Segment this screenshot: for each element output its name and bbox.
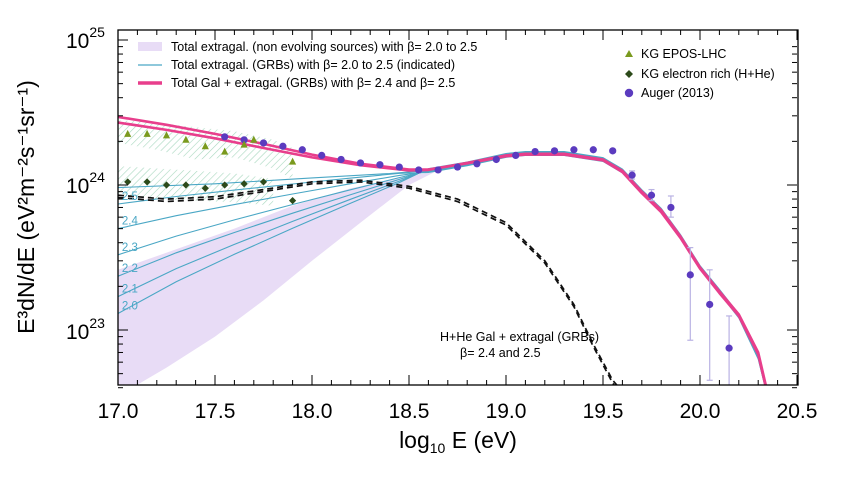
x-tick-label: 20.5: [777, 400, 818, 423]
auger-data-point: [415, 166, 423, 174]
x-tick-label: 20.0: [680, 400, 721, 423]
auger-data-point: [298, 146, 306, 154]
auger-data-point: [512, 151, 520, 160]
kg-electron-point: [201, 184, 209, 192]
kg-electron-point: [221, 181, 229, 189]
legend-label: Auger (2013): [641, 86, 714, 100]
kg-electron-point: [162, 181, 171, 189]
kg-epos-point: [124, 129, 132, 137]
beta-label: 2.5: [122, 191, 138, 203]
legend-label: KG electron rich (H+He): [641, 67, 775, 81]
auger-data-point: [337, 155, 345, 164]
svg-text:1024: 1024: [66, 169, 105, 198]
annotation-line: β= 2.4 and 2.5: [460, 346, 541, 360]
x-axis-title: log10 E (eV): [399, 427, 517, 456]
beta-label: 2.1: [122, 284, 138, 296]
auger-data-point: [667, 203, 675, 212]
beta-label: 2.0: [122, 300, 138, 312]
beta-label: 2.4: [122, 216, 139, 228]
kg-electron-point: [289, 197, 297, 205]
beta-labels: 2.5 2.4 2.3 2.2 2.1 2.0: [122, 191, 139, 313]
kg-epos-point: [250, 135, 258, 143]
kg-epos-point: [221, 147, 229, 155]
x-tick-label: 19.0: [486, 400, 527, 423]
auger-data-point: [531, 147, 539, 156]
y-tick-label: 1024: [66, 169, 105, 198]
epos-uncertainty-band: [118, 120, 293, 179]
auger-data-point: [686, 271, 694, 279]
auger-data-point: [356, 159, 365, 167]
kg-electron-point: [143, 178, 151, 186]
plot-area: [118, 115, 768, 385]
kg-epos-point: [182, 135, 190, 143]
auger-data-point: [279, 142, 287, 150]
legend-swatch-band: [138, 42, 162, 51]
kg-electron-point: [240, 180, 248, 188]
svg-text:1023: 1023: [66, 315, 105, 344]
auger-data-point: [240, 136, 248, 144]
x-tick-label: 18.0: [292, 400, 333, 423]
kg-epos-point: [201, 142, 209, 150]
kg-epos-point: [289, 157, 297, 165]
legend-label: Total extragal. (non evolving sources) w…: [171, 40, 477, 54]
auger-data-point: [609, 147, 617, 155]
electron-uncertainty-band: [118, 166, 274, 206]
x-tick-label: 17.5: [195, 400, 236, 423]
legend-marker-diamond: [625, 70, 633, 78]
beta-label: 2.3: [122, 242, 138, 254]
svg-text:1025: 1025: [66, 24, 105, 53]
auger-data-point: [725, 344, 733, 352]
kg-epos-point: [240, 140, 248, 148]
hhe-dashed-line: [118, 179, 618, 385]
auger-data-point: [453, 163, 462, 171]
auger-data-point: [259, 139, 268, 147]
auger-data-point: [221, 133, 229, 141]
x-tick-label: 17.0: [98, 400, 139, 423]
hhe-dashed-line: [118, 181, 616, 385]
legend-right: KG EPOS-LHC KG electron rich (H+He) Auge…: [624, 47, 775, 100]
legend-label: Total extragal. (GRBs) with β= 2.0 to 2.…: [171, 58, 455, 72]
beta-label: 2.2: [122, 263, 138, 275]
legend-marker-circle: [624, 88, 634, 98]
auger-data-point: [492, 155, 500, 164]
kg-electron-point: [259, 178, 268, 186]
auger-data-point: [434, 166, 442, 174]
auger-data-point: [628, 171, 636, 179]
auger-data-point: [473, 160, 481, 168]
auger-data-point: [318, 151, 326, 160]
y-tick-label: 1023: [66, 315, 105, 344]
annotation-line: H+He Gal + extragal (GRBs): [440, 330, 599, 344]
legend-label: KG EPOS-LHC: [641, 47, 726, 61]
auger-data-point: [550, 147, 559, 155]
auger-data-point: [647, 191, 656, 199]
auger-data-point: [376, 161, 384, 169]
x-tick-label: 18.5: [389, 400, 430, 423]
auger-data-point: [589, 146, 597, 154]
legend-label: Total Gal + extragal. (GRBs) with β= 2.4…: [171, 76, 455, 90]
y-tick-label: 1025: [66, 24, 105, 53]
kg-epos-point: [143, 129, 151, 137]
y-axis-title: E³dN/dE (eV²m⁻²s⁻¹sr⁻¹): [13, 80, 39, 334]
x-tick-label: 19.5: [583, 400, 624, 423]
legend-left: Total extragal. (non evolving sources) w…: [138, 40, 477, 90]
kg-electron-point: [182, 181, 190, 189]
kg-epos-point: [162, 131, 171, 139]
auger-data-point: [395, 163, 403, 171]
kg-electron-point: [124, 178, 132, 186]
legend-marker-triangle: [625, 50, 633, 57]
auger-data-point: [706, 300, 714, 309]
auger-data-point: [570, 146, 578, 154]
band-non-evolving: [118, 170, 439, 385]
axes: [117, 30, 798, 389]
